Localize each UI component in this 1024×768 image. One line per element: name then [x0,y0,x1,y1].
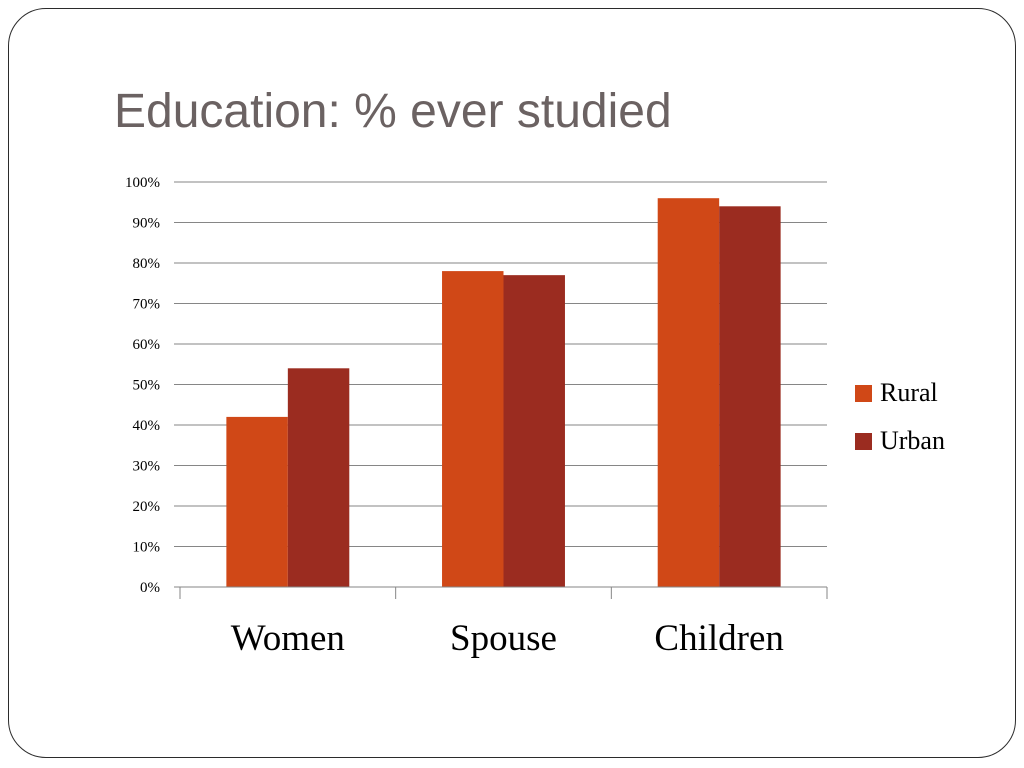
y-axis-tick-labels: 0% 10% 20% 30% 40% 50% 60% 70% 80% 90% 100% [125,175,160,596]
legend-label-rural: Rural [880,378,938,407]
y-tick-label: 50% [133,378,161,394]
x-axis [179,586,828,599]
y-tick-label: 100% [125,175,160,191]
y-tick-label: 10% [133,540,161,556]
category-label: Spouse [450,618,557,659]
bar-rural-spouse [442,271,504,587]
y-tick-label: 30% [133,459,161,475]
bar-urban-children [719,206,781,588]
category-label: Women [231,618,345,659]
bar-urban-women [287,368,350,587]
slide-title: Education: % ever studied [114,85,672,138]
legend-label-urban: Urban [880,426,945,455]
y-tick-label: 0% [140,580,160,596]
y-tick-label: 90% [133,216,161,232]
legend-swatch-rural [855,385,872,402]
bar-rural-children [657,198,720,587]
y-tick-label: 70% [133,297,161,313]
bar-urban-spouse [503,275,565,587]
y-tick-label: 60% [133,337,161,353]
legend-swatch-urban [855,433,872,450]
bars [226,198,781,588]
category-labels: Women Spouse Children [231,618,784,659]
y-tick-label: 40% [133,418,161,434]
bar-rural-women [226,416,288,587]
category-label: Children [654,618,783,659]
y-tick-label: 20% [133,499,161,515]
y-tick-label: 80% [133,256,161,272]
legend[interactable]: Rural Urban [855,378,945,455]
